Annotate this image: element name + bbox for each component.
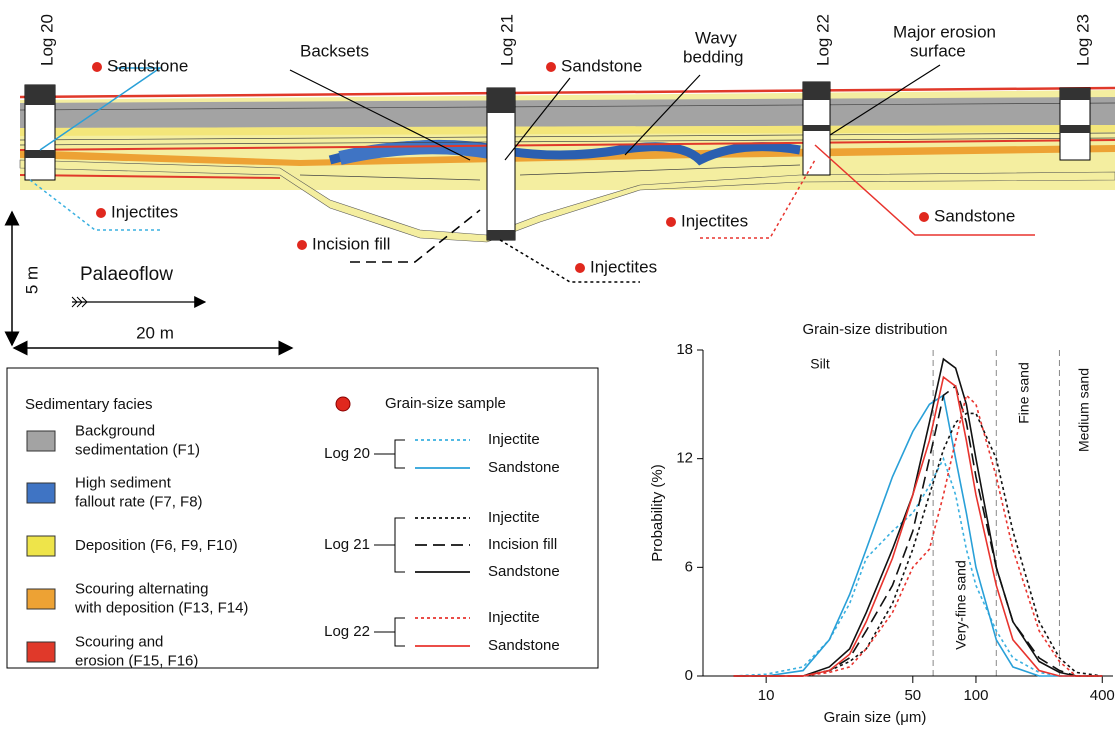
log-label: Log 20 xyxy=(37,14,56,66)
label: Backsets xyxy=(300,41,369,60)
class-label: Medium sand xyxy=(1076,368,1092,452)
legend-label: Sandstone xyxy=(488,637,560,654)
series-line xyxy=(733,384,1103,677)
label: surface xyxy=(910,41,966,60)
facies-swatch xyxy=(26,535,56,557)
scale-label: 20 m xyxy=(136,323,174,342)
facies-swatch xyxy=(26,588,56,610)
facies-label: sedimentation (F1) xyxy=(75,441,200,458)
y-tick-label: 0 xyxy=(685,667,693,684)
legend-title: Grain-size sample xyxy=(385,395,506,412)
x-tick-label: 50 xyxy=(904,687,921,704)
label: Sandstone xyxy=(561,56,642,75)
chart-title: Grain-size distribution xyxy=(802,321,947,338)
series-line xyxy=(733,375,1103,677)
axis-title: Grain size (μm) xyxy=(824,709,927,726)
facies-label: fallout rate (F7, F8) xyxy=(75,493,203,510)
label: Sandstone xyxy=(934,206,1015,225)
label: Sandstone xyxy=(107,56,188,75)
legend-label: Incision fill xyxy=(488,536,557,553)
legend-label: Injectite xyxy=(488,509,540,526)
facies-label: erosion (F15, F16) xyxy=(75,652,198,669)
series-line xyxy=(733,357,1103,677)
facies-swatch xyxy=(26,430,56,452)
facies-label: Deposition (F6, F9, F10) xyxy=(75,537,238,554)
y-tick-label: 18 xyxy=(676,341,693,358)
y-tick-label: 12 xyxy=(676,450,693,467)
leader-line xyxy=(350,209,481,263)
legend-label: Injectite xyxy=(488,431,540,448)
x-tick-label: 10 xyxy=(758,687,775,704)
facies-swatch xyxy=(26,482,56,504)
y-tick-label: 6 xyxy=(685,558,693,575)
label: Injectites xyxy=(681,211,748,230)
leader-line xyxy=(39,67,163,151)
log-label: Log 21 xyxy=(497,14,516,66)
legend-label: Injectite xyxy=(488,609,540,626)
x-tick-label: 400 xyxy=(1090,687,1115,704)
label: bedding xyxy=(683,47,744,66)
facies-label: Scouring alternating xyxy=(75,580,208,597)
flow-label: Palaeoflow xyxy=(80,264,173,285)
class-label: Very-fine sand xyxy=(953,560,969,650)
scale-label: 5 m xyxy=(22,266,41,294)
sample-dots xyxy=(92,62,929,273)
facies-label: with deposition (F13, F14) xyxy=(74,599,248,616)
legend-bracket xyxy=(374,517,405,573)
x-tick-label: 100 xyxy=(963,687,988,704)
label: Major erosion xyxy=(893,22,996,41)
log-label: Log 22 xyxy=(813,14,832,66)
label: Wavy xyxy=(695,28,737,47)
legend-label: Sandstone xyxy=(488,563,560,580)
leader-lines xyxy=(289,64,941,161)
leader-line xyxy=(499,239,640,283)
series-line xyxy=(733,412,1103,677)
flow-arrow xyxy=(71,296,88,308)
label: Incision fill xyxy=(312,234,390,253)
series-line xyxy=(733,393,1103,677)
legend-group: Log 22 xyxy=(324,623,370,640)
facies-swatch xyxy=(26,641,56,663)
facies-label: Scouring and xyxy=(75,633,163,650)
legend-bracket xyxy=(374,617,405,647)
legend-bracket xyxy=(374,439,405,469)
legend-box xyxy=(6,367,599,669)
log-label: Log 23 xyxy=(1073,14,1092,66)
facies-label: Background xyxy=(75,422,155,439)
series-line xyxy=(733,456,1103,677)
cross-section xyxy=(19,81,1115,243)
legend-label: Sandstone xyxy=(488,459,560,476)
label: Injectites xyxy=(111,202,178,221)
legend-group: Log 20 xyxy=(324,445,370,462)
axis-title: Probability (%) xyxy=(649,464,666,562)
legend-group: Log 21 xyxy=(324,536,370,553)
label: Injectites xyxy=(590,257,657,276)
facies-label: High sediment xyxy=(75,474,172,491)
class-label: Silt xyxy=(810,356,830,372)
leader-line xyxy=(814,144,1035,236)
class-label: Fine sand xyxy=(1016,362,1032,423)
sample-dot xyxy=(335,396,351,412)
series-line xyxy=(733,393,1103,677)
legend-title: Sedimentary facies xyxy=(25,396,153,413)
